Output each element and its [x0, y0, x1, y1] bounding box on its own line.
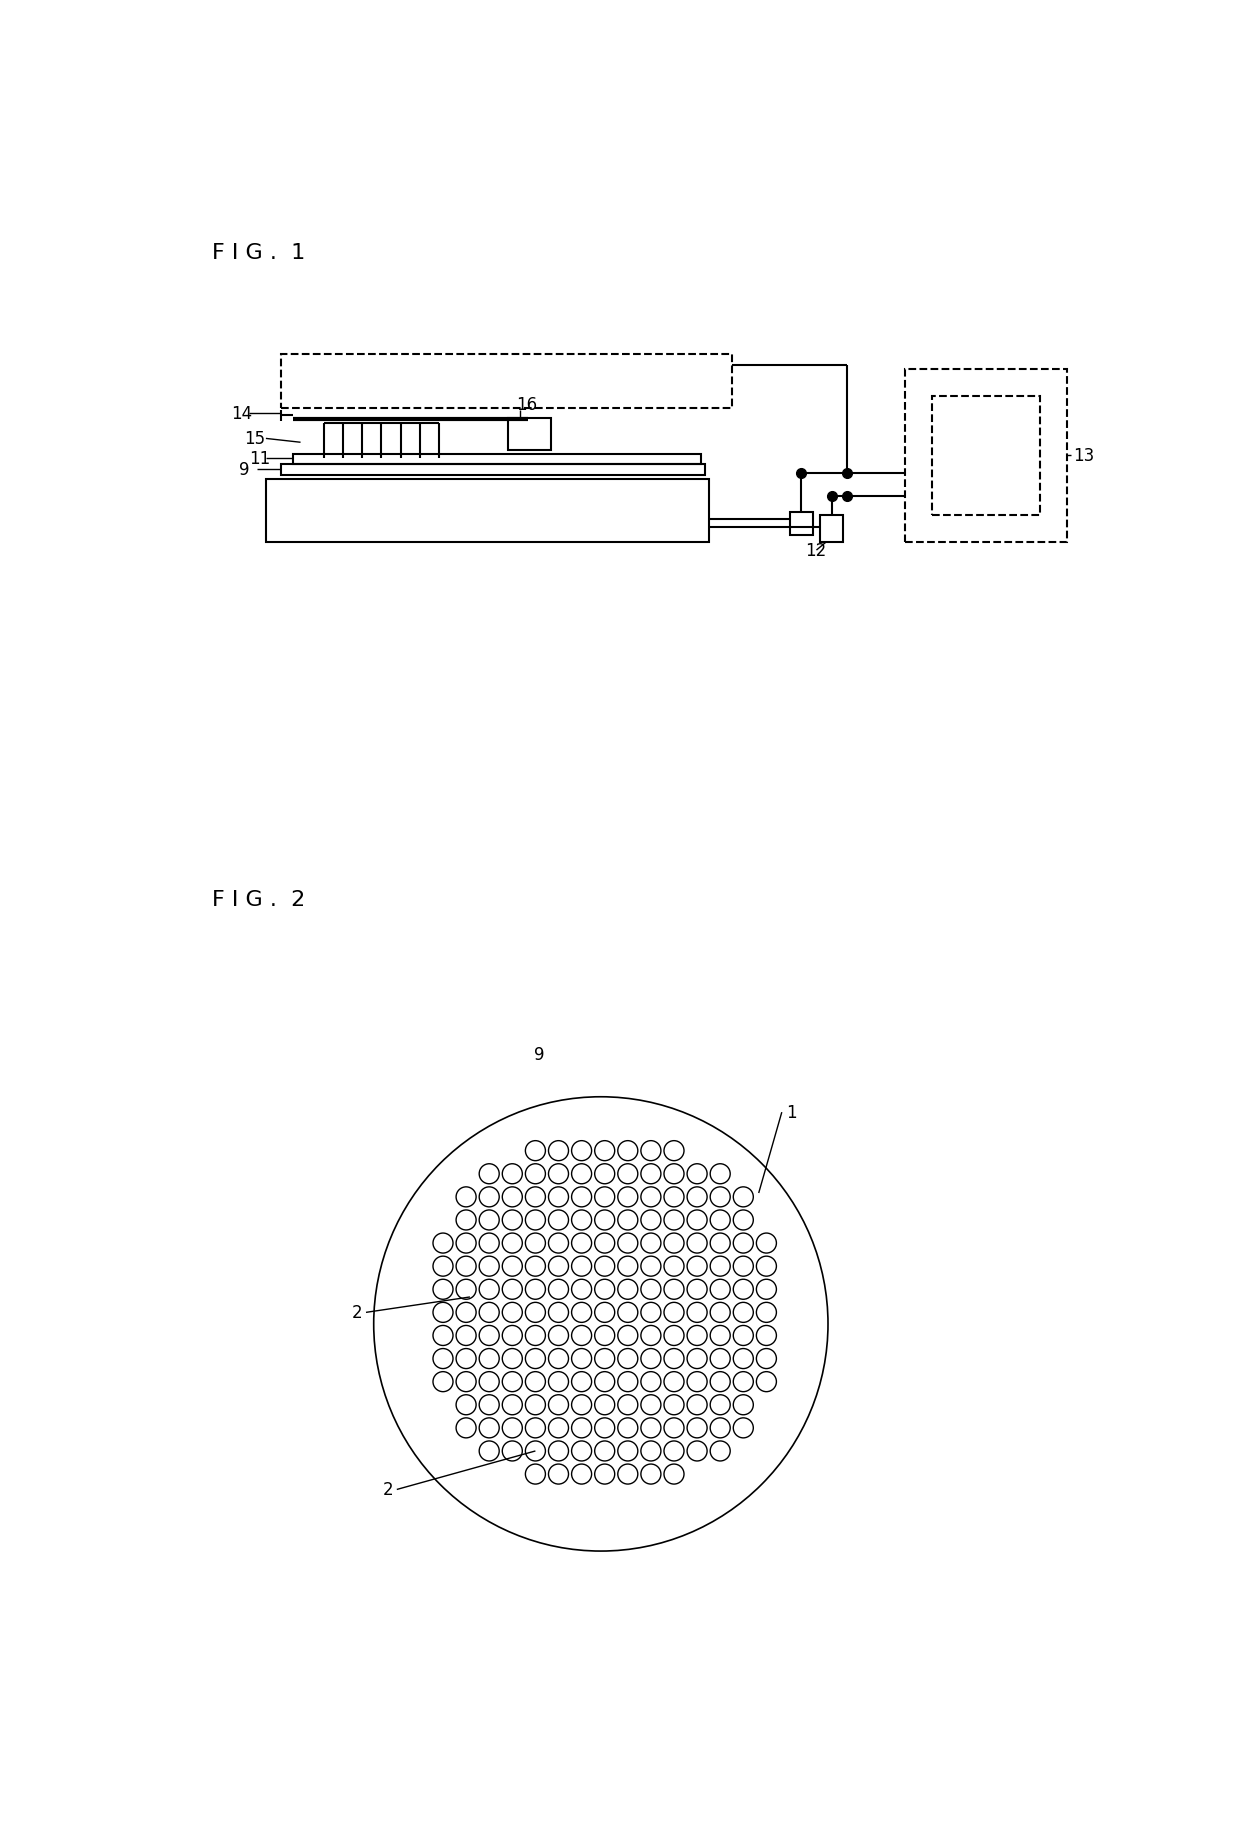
- Text: 12: 12: [805, 542, 826, 561]
- Text: 15: 15: [244, 431, 265, 449]
- Text: 9: 9: [239, 462, 249, 478]
- Text: 9: 9: [534, 1046, 544, 1064]
- Text: F I G .  1: F I G . 1: [212, 244, 305, 264]
- Text: 2: 2: [382, 1480, 393, 1499]
- Bar: [790, 513, 812, 535]
- Text: 14: 14: [231, 405, 253, 423]
- Text: 1: 1: [786, 1103, 796, 1121]
- Text: 16: 16: [516, 396, 537, 414]
- Bar: [281, 355, 732, 409]
- Bar: [293, 454, 701, 465]
- Bar: [265, 480, 708, 542]
- Bar: [508, 418, 551, 451]
- Bar: [821, 517, 843, 542]
- Bar: [905, 370, 1066, 542]
- Text: 2: 2: [351, 1304, 362, 1321]
- Bar: [932, 398, 1040, 517]
- Bar: [281, 465, 704, 476]
- Text: 13: 13: [1073, 447, 1094, 465]
- Text: F I G .  2: F I G . 2: [212, 889, 305, 909]
- Text: 11: 11: [249, 451, 270, 469]
